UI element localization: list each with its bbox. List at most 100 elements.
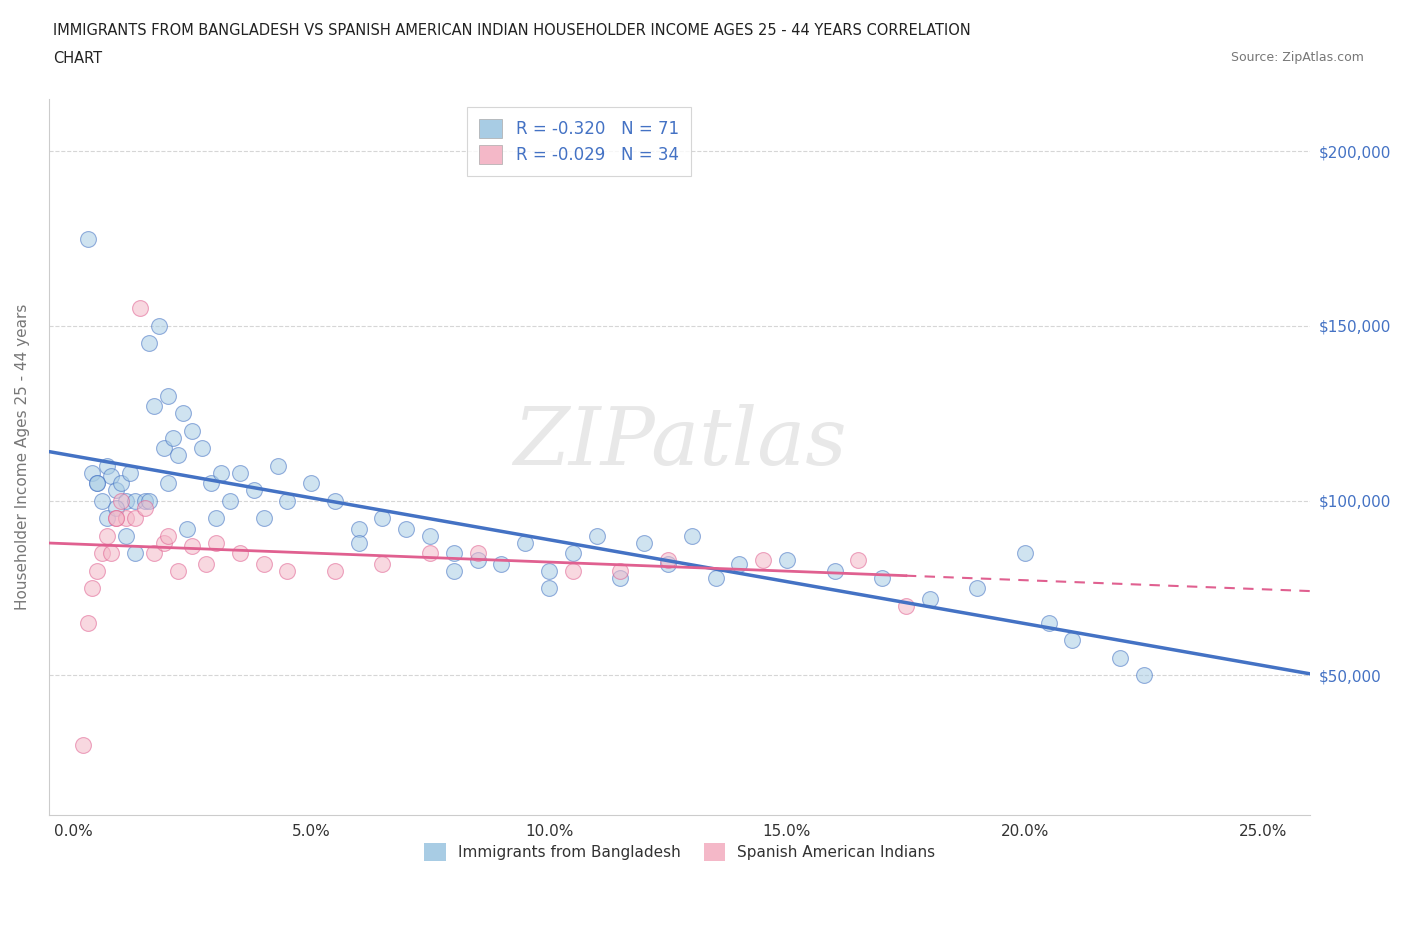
Point — [537, 564, 560, 578]
Point — [105, 500, 128, 515]
Text: ZIPatlas: ZIPatlas — [513, 404, 846, 482]
Point — [86, 476, 108, 491]
Point — [1038, 616, 1060, 631]
Point — [96, 458, 118, 473]
Point — [114, 511, 136, 525]
Point — [96, 511, 118, 525]
Point — [76, 231, 98, 246]
Point — [138, 336, 160, 351]
Point — [176, 521, 198, 536]
Point — [347, 535, 370, 550]
Point — [824, 564, 846, 578]
Point — [561, 546, 583, 561]
Point — [1062, 633, 1084, 648]
Point — [82, 465, 104, 480]
Point — [86, 564, 108, 578]
Y-axis label: Householder Income Ages 25 - 44 years: Householder Income Ages 25 - 44 years — [15, 304, 30, 610]
Point — [419, 546, 441, 561]
Point — [110, 476, 132, 491]
Point — [918, 591, 941, 606]
Point — [143, 399, 166, 414]
Text: Source: ZipAtlas.com: Source: ZipAtlas.com — [1230, 51, 1364, 64]
Point — [167, 564, 190, 578]
Point — [152, 535, 174, 550]
Point — [299, 476, 322, 491]
Point — [395, 521, 418, 536]
Point — [323, 493, 346, 508]
Point — [205, 535, 228, 550]
Point — [1014, 546, 1036, 561]
Point — [252, 511, 274, 525]
Point — [114, 493, 136, 508]
Point — [100, 469, 122, 484]
Point — [86, 476, 108, 491]
Point — [229, 546, 252, 561]
Text: IMMIGRANTS FROM BANGLADESH VS SPANISH AMERICAN INDIAN HOUSEHOLDER INCOME AGES 25: IMMIGRANTS FROM BANGLADESH VS SPANISH AM… — [53, 23, 972, 38]
Legend: Immigrants from Bangladesh, Spanish American Indians: Immigrants from Bangladesh, Spanish Amer… — [416, 836, 943, 869]
Point — [467, 552, 489, 567]
Point — [128, 301, 150, 316]
Point — [1109, 650, 1132, 665]
Point — [114, 528, 136, 543]
Point — [157, 528, 180, 543]
Point — [124, 493, 146, 508]
Point — [609, 570, 631, 585]
Point — [172, 405, 194, 420]
Point — [120, 465, 142, 480]
Point — [537, 580, 560, 595]
Point — [443, 564, 465, 578]
Point — [1132, 668, 1154, 683]
Point — [276, 564, 298, 578]
Point — [229, 465, 252, 480]
Point — [561, 564, 583, 578]
Point — [181, 538, 204, 553]
Point — [157, 389, 180, 404]
Point — [96, 528, 118, 543]
Point — [124, 546, 146, 561]
Point — [209, 465, 232, 480]
Point — [143, 546, 166, 561]
Point — [371, 556, 394, 571]
Point — [105, 483, 128, 498]
Point — [110, 493, 132, 508]
Point — [347, 521, 370, 536]
Point — [585, 528, 607, 543]
Point — [190, 441, 212, 456]
Point — [870, 570, 893, 585]
Point — [90, 546, 112, 561]
Point — [846, 552, 869, 567]
Point — [776, 552, 799, 567]
Point — [90, 493, 112, 508]
Point — [181, 423, 204, 438]
Point — [105, 511, 128, 525]
Point — [467, 546, 489, 561]
Point — [443, 546, 465, 561]
Text: CHART: CHART — [53, 51, 103, 66]
Point — [681, 528, 703, 543]
Point — [100, 546, 122, 561]
Point — [157, 476, 180, 491]
Point — [82, 580, 104, 595]
Point — [138, 493, 160, 508]
Point — [195, 556, 218, 571]
Point — [966, 580, 988, 595]
Point — [657, 556, 679, 571]
Point — [162, 431, 184, 445]
Point — [894, 598, 917, 613]
Point — [219, 493, 242, 508]
Point — [243, 483, 266, 498]
Point — [276, 493, 298, 508]
Point — [72, 737, 94, 752]
Point — [419, 528, 441, 543]
Point — [205, 511, 228, 525]
Point — [728, 556, 751, 571]
Point — [491, 556, 513, 571]
Point — [267, 458, 290, 473]
Point — [371, 511, 394, 525]
Point — [134, 493, 156, 508]
Point — [633, 535, 655, 550]
Point — [124, 511, 146, 525]
Point — [752, 552, 775, 567]
Point — [657, 552, 679, 567]
Point — [200, 476, 222, 491]
